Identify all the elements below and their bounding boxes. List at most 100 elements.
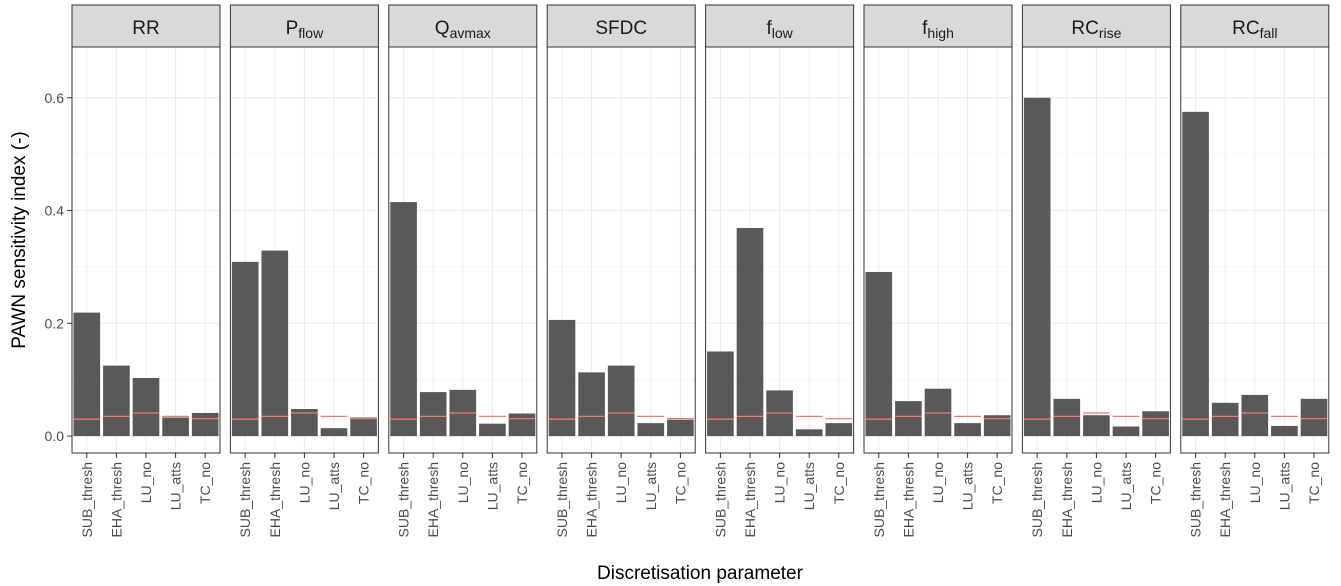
bar — [707, 351, 734, 437]
x-tick-label: TC_no — [1306, 462, 1322, 504]
facet-strip — [388, 4, 538, 48]
bar — [1182, 111, 1209, 437]
x-tick-label: SUB_thresh — [712, 462, 728, 537]
bar — [231, 261, 259, 437]
facet-title: Pflow — [286, 18, 324, 41]
x-axis-label: Discretisation parameter — [597, 563, 804, 584]
x-tick-label: LU_no — [930, 462, 946, 503]
x-tick-label: EHA_thresh — [108, 462, 124, 537]
bar — [1211, 402, 1239, 437]
bar — [320, 428, 348, 437]
bar — [1271, 425, 1298, 437]
bar — [132, 378, 160, 437]
x-tick-label: TC_no — [672, 462, 688, 504]
bar — [73, 312, 101, 437]
bar — [508, 413, 536, 437]
bar — [261, 250, 289, 437]
facet-panel: flow SUB_thresh EHA_thresh LU_no LU_atts TC_n… — [705, 4, 855, 537]
x-tick-label: SUB_thresh — [554, 462, 570, 537]
x-tick-label: SUB_thresh — [396, 462, 412, 537]
facet-panel: fhigh SUB_thresh EHA_thresh LU_no LU_atts TC_… — [863, 4, 1013, 537]
facet-title: RCfall — [1232, 18, 1277, 41]
x-tick-label: EHA_thresh — [267, 462, 283, 537]
x-tick-label: LU_atts — [643, 462, 659, 510]
x-tick-label: LU_no — [1247, 462, 1263, 503]
facet-panel: RCrise SUB_thresh EHA_thresh LU_no LU_atts TC… — [1021, 4, 1171, 537]
x-tick-label: EHA_thresh — [584, 462, 600, 537]
facet-title: Qavmax — [435, 18, 491, 41]
bar — [607, 365, 635, 437]
x-tick-label: EHA_thresh — [742, 462, 758, 537]
y-axis-ticks: 0.0 0.2 0.4 0.6 — [45, 90, 72, 444]
x-tick-label: LU_atts — [1118, 462, 1134, 510]
facet-strip — [1180, 4, 1330, 48]
x-tick-label: EHA_thresh — [1217, 462, 1233, 537]
x-tick-label: SUB_thresh — [871, 462, 887, 537]
x-tick-label: TC_no — [1148, 462, 1164, 504]
facet-panel: Pflow SUB_thresh EHA_thresh LU_no LU_atts TC_… — [229, 4, 379, 537]
bar — [1241, 394, 1269, 437]
bar — [191, 412, 219, 437]
facet-panel: RR SUB_thresh EHA_thresh LU_no LU_atts TC_no — [71, 4, 221, 537]
x-tick-label: TC_no — [356, 462, 372, 504]
facet-strip — [1021, 4, 1171, 48]
bar — [350, 417, 377, 437]
bar — [983, 415, 1011, 437]
y-tick-label: 0.4 — [45, 203, 65, 219]
x-tick-label: SUB_thresh — [1029, 462, 1045, 537]
x-tick-label: SUB_thresh — [79, 462, 95, 537]
x-tick-label: EHA_thresh — [1059, 462, 1075, 537]
x-tick-label: LU_atts — [326, 462, 342, 510]
bar — [390, 202, 417, 437]
x-tick-label: LU_no — [613, 462, 629, 503]
facet-title: fhigh — [922, 18, 954, 41]
x-tick-label: LU_no — [455, 462, 471, 503]
facet-title: RCrise — [1071, 18, 1121, 41]
x-tick-label: LU_atts — [168, 462, 184, 510]
x-tick-label: LU_atts — [801, 462, 817, 510]
bar — [419, 392, 447, 437]
x-tick-label: TC_no — [514, 462, 530, 504]
bar — [865, 271, 893, 437]
bar — [1112, 426, 1140, 437]
facet-strip — [705, 4, 855, 48]
facet-panel: Qavmax SUB_thresh EHA_thresh LU_no LU_atts TC… — [388, 4, 538, 537]
x-tick-label: EHA_thresh — [900, 462, 916, 537]
x-tick-label: LU_no — [772, 462, 788, 503]
x-tick-label: LU_atts — [960, 462, 976, 510]
x-tick-label: LU_no — [138, 462, 154, 503]
bar — [1142, 411, 1169, 437]
x-tick-label: LU_atts — [484, 462, 500, 510]
bar — [1300, 398, 1328, 437]
x-tick-label: TC_no — [989, 462, 1005, 504]
x-tick-label: LU_no — [296, 462, 312, 503]
bar — [1053, 398, 1081, 437]
x-tick-label: LU_atts — [1276, 462, 1292, 510]
facet-title: SFDC — [595, 18, 647, 39]
facet-strip — [71, 4, 221, 48]
y-tick-label: 0.6 — [45, 90, 65, 106]
x-tick-label: TC_no — [197, 462, 213, 504]
bar — [825, 423, 853, 437]
bar — [103, 365, 130, 437]
bar — [479, 423, 506, 437]
bar — [578, 372, 605, 437]
facet-panel: RCfall SUB_thresh EHA_thresh LU_no LU_atts TC… — [1180, 4, 1330, 537]
facet-title: RR — [132, 18, 159, 39]
x-tick-label: EHA_thresh — [425, 462, 441, 537]
y-tick-label: 0.2 — [45, 315, 65, 331]
x-tick-label: SUB_thresh — [1188, 462, 1204, 537]
x-tick-label: LU_no — [1088, 462, 1104, 503]
bar — [795, 429, 823, 437]
bar — [895, 401, 922, 437]
y-tick-label: 0.0 — [45, 428, 65, 444]
bar — [954, 423, 981, 437]
y-axis-label: PAWN sensitivity index (-) — [9, 131, 30, 348]
bar — [1023, 97, 1051, 437]
facet-panel: SFDC SUB_thresh EHA_thresh LU_no LU_atts TC_n… — [546, 4, 696, 537]
bar — [548, 319, 576, 437]
x-tick-label: SUB_thresh — [237, 462, 253, 537]
bar — [667, 419, 694, 437]
